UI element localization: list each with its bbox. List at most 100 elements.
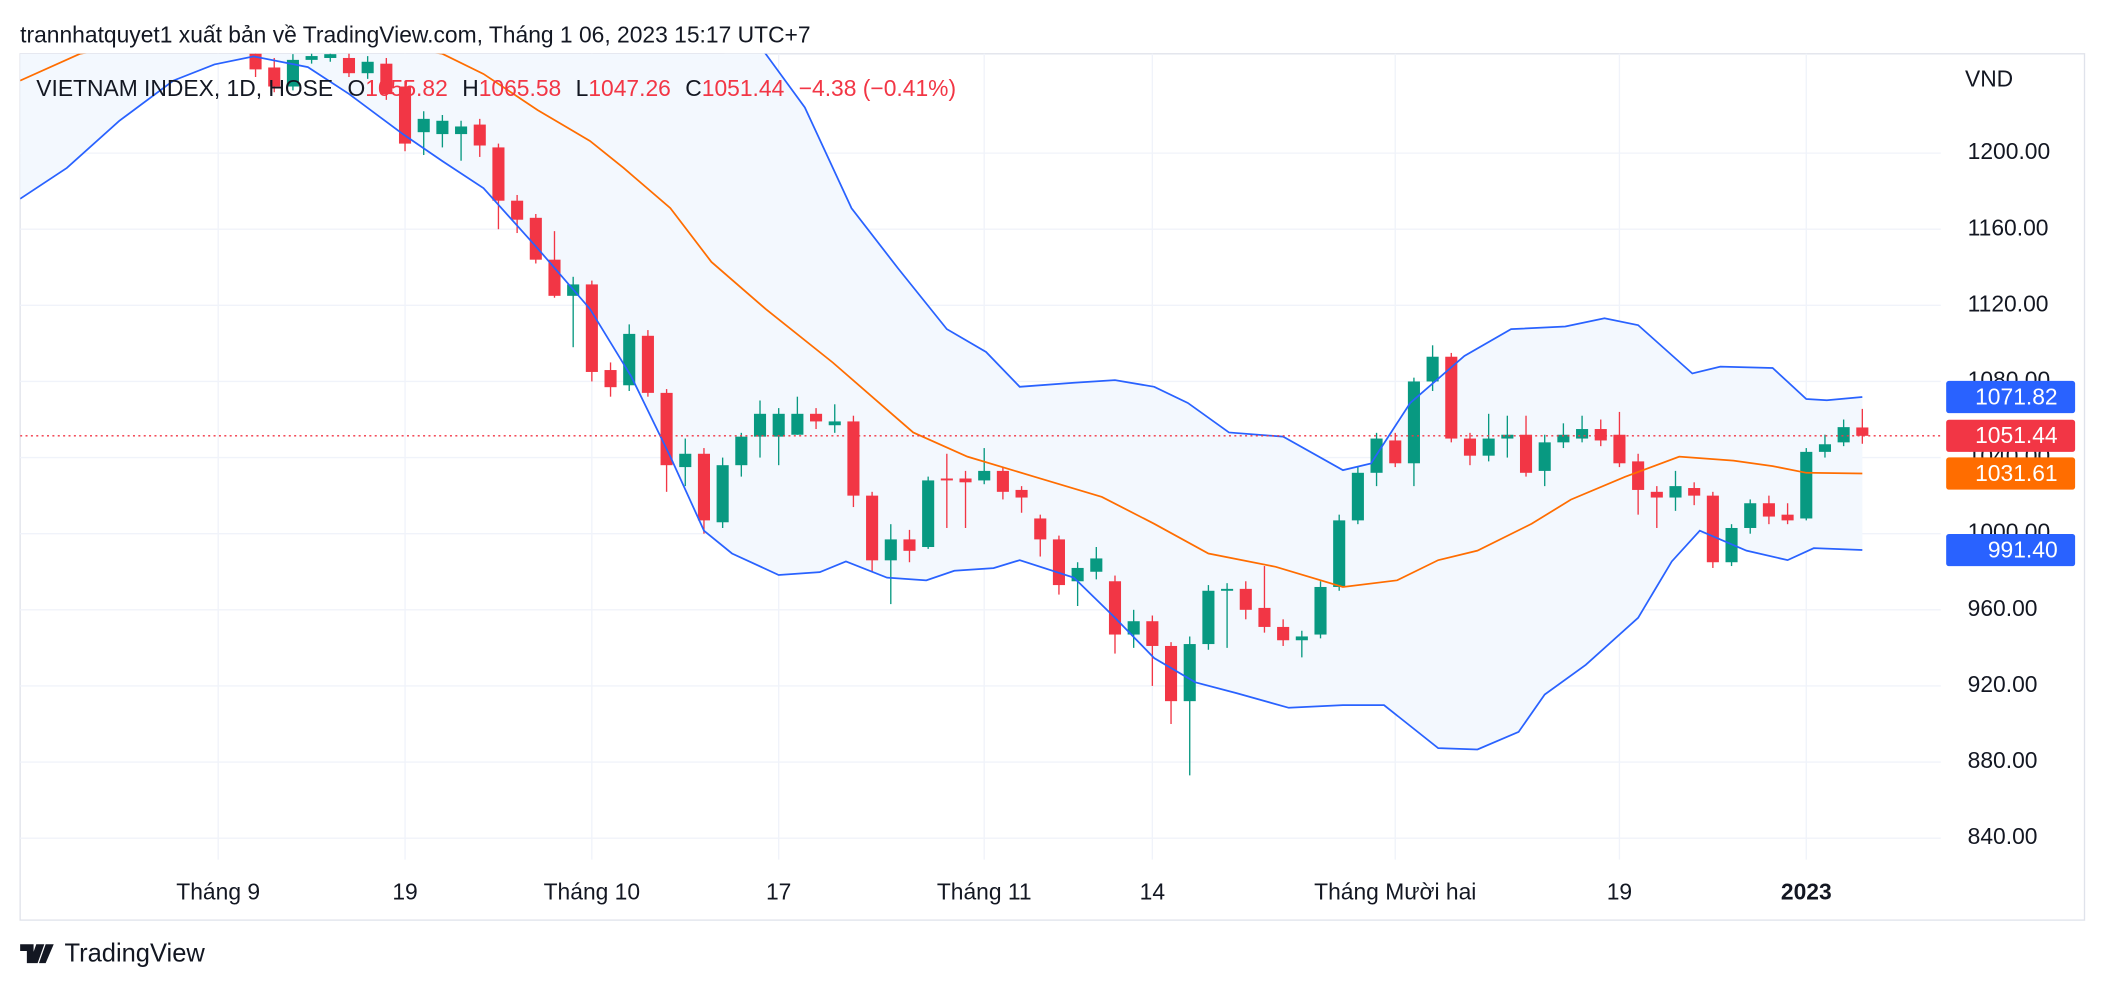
candle-body	[1183, 644, 1196, 702]
symbol: VIETNAM INDEX, 1D, HOSE	[36, 75, 333, 101]
candle-body	[978, 470, 991, 481]
candle-body	[1090, 558, 1103, 572]
logo-icon	[20, 944, 54, 964]
candle-body	[604, 370, 617, 388]
high-value: 1065.58	[479, 75, 562, 101]
candle-body	[1071, 567, 1084, 582]
candle-body	[1613, 434, 1626, 464]
candle-body	[1538, 442, 1551, 471]
candle-body	[959, 478, 972, 483]
footer: TradingView	[64, 940, 205, 968]
y-tick-label: 960.00	[1968, 595, 2038, 621]
x-tick-label: 19	[392, 878, 417, 904]
candle-body	[996, 470, 1009, 492]
candle-body	[1221, 588, 1234, 591]
low-letter: L	[576, 75, 589, 101]
candle-body	[716, 465, 729, 523]
candle-body	[641, 335, 654, 393]
candle-body	[1482, 438, 1495, 456]
candle-body	[1669, 486, 1682, 498]
candle-body	[660, 392, 673, 466]
candle-body	[1426, 356, 1439, 382]
candle-body	[1127, 621, 1140, 635]
candle-body	[1781, 514, 1794, 521]
candle-body	[324, 54, 337, 58]
x-tick-label: 17	[766, 878, 791, 904]
candle-body	[1277, 626, 1290, 641]
candle-body	[1108, 581, 1122, 635]
x-tick-label: Tháng Mười hai	[1314, 878, 1476, 904]
candle-body	[753, 413, 767, 437]
candle-body	[1744, 503, 1757, 528]
candle-body	[922, 480, 935, 548]
candle-body	[585, 284, 598, 372]
candle-body	[866, 495, 879, 561]
candle-body	[529, 217, 542, 260]
band-line	[20, 55, 1863, 751]
x-tick-label: 14	[1140, 878, 1166, 904]
candle-body	[940, 478, 953, 481]
candle-body	[847, 421, 860, 496]
candle-body	[1762, 503, 1775, 517]
candle-body	[511, 200, 524, 220]
price-tag-label: 1071.82	[1975, 383, 2058, 409]
tradingview-logo: TradingView	[20, 940, 205, 968]
candle-body	[1706, 495, 1719, 563]
x-tick-label: Tháng 9	[176, 878, 260, 904]
candle-body	[1818, 444, 1832, 452]
x-tick-label: 2023	[1781, 878, 1832, 904]
candle-body	[1837, 427, 1850, 443]
candle-body	[1146, 621, 1159, 646]
x-tick-label: 19	[1607, 878, 1632, 904]
candle-body	[623, 333, 636, 386]
candle-body	[417, 118, 430, 133]
candle-body	[305, 56, 318, 60]
open-value: 1055.82	[365, 75, 448, 101]
candle-body	[1650, 491, 1663, 498]
candle-body	[286, 59, 299, 87]
candle-body	[1239, 588, 1252, 610]
candle-body	[1407, 381, 1420, 464]
candle-body	[679, 453, 692, 468]
y-tick-label: 840.00	[1968, 823, 2038, 849]
candle-body	[1800, 451, 1813, 519]
low-value: 1047.26	[588, 75, 671, 101]
candle-body	[492, 147, 505, 201]
price-axis: 840.00880.00920.00960.001000.001040.0010…	[176, 138, 2076, 904]
change: −4.38 (−0.41%)	[799, 75, 956, 101]
candle-body	[268, 67, 281, 87]
x-tick-label: Tháng 11	[937, 878, 1032, 904]
price-tag	[1946, 533, 2076, 567]
candle-body	[1688, 488, 1701, 496]
header: trannhatquyet1 xuất bản về TradingView.c…	[20, 21, 810, 47]
candle-body	[828, 421, 841, 426]
y-tick-label: 920.00	[1968, 671, 2038, 697]
candle-body	[398, 86, 412, 144]
band-fill	[20, 53, 1863, 750]
close-value: 1051.44	[702, 75, 785, 101]
candle-body	[1333, 520, 1346, 587]
candle-body	[342, 57, 356, 74]
candle-body	[1015, 489, 1028, 498]
price-tag-label: 1051.44	[1975, 422, 2058, 448]
candle-body	[1632, 461, 1645, 490]
high-letter: H	[462, 75, 479, 101]
y-tick-label: 1120.00	[1968, 290, 2049, 316]
price-tag	[1946, 380, 2076, 414]
candle-body	[697, 453, 711, 521]
candle-body	[1856, 427, 1869, 436]
candle-body	[1314, 586, 1327, 635]
candle-body	[1052, 539, 1065, 586]
price-tag	[1946, 457, 2076, 490]
candle-body	[361, 61, 374, 74]
band-line	[20, 53, 1863, 588]
candle-body	[1501, 434, 1514, 439]
candle-body	[1351, 472, 1364, 521]
candle-body	[810, 413, 823, 422]
candle-body	[1463, 438, 1477, 456]
y-tick-label: 1160.00	[1968, 214, 2049, 240]
candle-body	[436, 120, 449, 135]
candle-body	[249, 53, 262, 70]
price-tag	[1946, 419, 2076, 452]
